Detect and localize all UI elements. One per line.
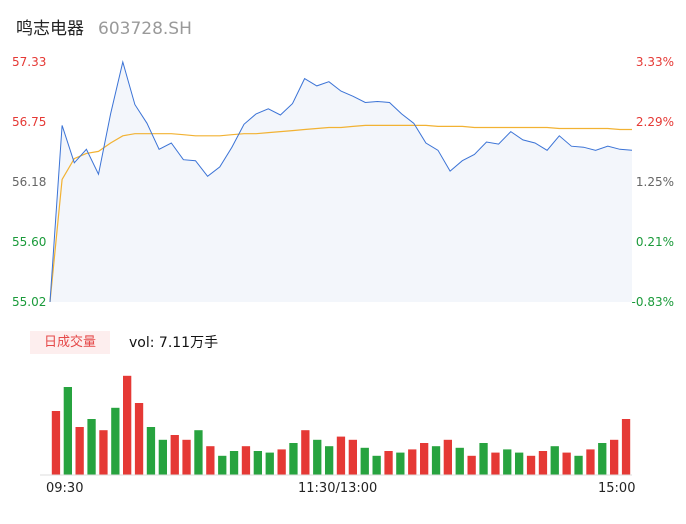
volume-bar [420, 443, 429, 475]
volume-bar [99, 430, 108, 475]
pct-tick-label: 3.33% [635, 55, 674, 69]
x-tick-label: 11:30/13:00 [298, 481, 378, 496]
volume-bar [431, 446, 441, 475]
volume-bar [574, 455, 583, 475]
volume-bar [491, 452, 500, 475]
price-tick-label: 55.02 [12, 295, 47, 309]
volume-bar [87, 419, 96, 475]
volume-bar [372, 455, 381, 475]
stock-header: 鸣志电器 603728.SH [16, 14, 192, 39]
price-tick-label: 56.18 [12, 175, 47, 189]
volume-bar [515, 452, 524, 475]
stock-code: 603728.SH [98, 19, 192, 39]
price-tick-label: 56.75 [12, 115, 47, 129]
x-tick-label: 15:00 [598, 481, 636, 496]
price-line [49, 60, 633, 303]
volume-bar [170, 435, 179, 475]
volume-bar [621, 419, 631, 475]
volume-bar [241, 446, 251, 475]
average-price-line [49, 124, 632, 303]
volume-bar [396, 452, 405, 475]
volume-bar [289, 443, 298, 475]
volume-bar [336, 436, 346, 475]
volume-bar [51, 411, 61, 475]
volume-bar [182, 439, 191, 475]
pct-tick-label: 0.21% [635, 235, 674, 249]
volume-bar [75, 427, 84, 475]
volume-bar [265, 452, 274, 475]
volume-bar [550, 446, 559, 475]
volume-bar [301, 430, 310, 475]
volume-bar [467, 455, 476, 475]
volume-bar [562, 452, 571, 475]
volume-bar [610, 439, 619, 475]
volume-bar [360, 447, 369, 475]
pct-tick-label: 1.25% [635, 175, 674, 189]
volume-bar [479, 443, 488, 475]
volume-bar [598, 443, 607, 475]
volume-bar [348, 439, 357, 475]
volume-bar [111, 407, 120, 475]
volume-bar [277, 449, 286, 475]
volume-bar [443, 439, 452, 475]
pct-tick-label: -0.83% [631, 295, 674, 309]
volume-bar [526, 455, 536, 475]
volume-bar [455, 447, 464, 475]
volume-bar [146, 427, 156, 475]
volume-bar [503, 449, 512, 475]
pct-tick-label: 2.29% [635, 115, 674, 129]
volume-total: vol: 7.11万手 [129, 335, 219, 351]
volume-bar [194, 430, 203, 475]
volume-bar [229, 451, 239, 475]
volume-bar [206, 446, 215, 475]
volume-bar [325, 446, 334, 475]
x-tick-label: 09:30 [46, 481, 84, 496]
volume-bar [538, 451, 548, 475]
stock-name: 鸣志电器 [16, 19, 84, 39]
price-tick-label: 55.60 [12, 235, 47, 249]
volume-bar [134, 403, 144, 475]
volume-bar [384, 451, 393, 475]
volume-bar [123, 375, 132, 475]
price-tick-label: 57.33 [12, 55, 47, 69]
volume-bar [63, 387, 72, 475]
volume-badge[interactable]: 日成交量 [30, 331, 110, 354]
volume-bar [253, 451, 262, 475]
volume-bar [313, 439, 322, 475]
volume-bar [408, 449, 417, 475]
price-area [50, 62, 632, 302]
volume-bar [586, 449, 595, 475]
volume-bar [218, 455, 227, 475]
volume-bar [158, 439, 167, 475]
